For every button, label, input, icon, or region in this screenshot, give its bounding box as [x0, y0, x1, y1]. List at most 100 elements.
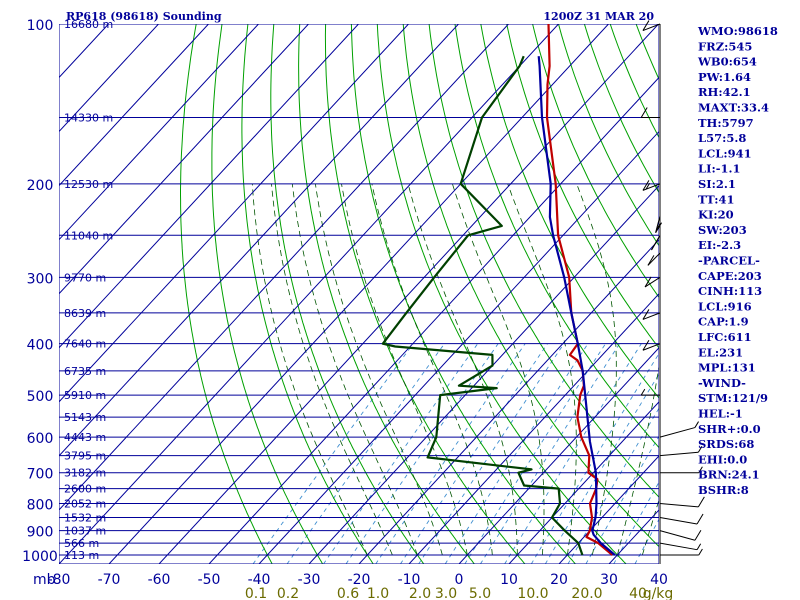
temperature-tick-label: 20	[550, 572, 568, 588]
isotherm-line	[158, 24, 659, 564]
mixing-ratio-label: 5.0	[469, 586, 491, 600]
index-entry: SW:203	[698, 223, 747, 237]
pressure-tick-label: 100	[27, 18, 54, 34]
mixing-ratio-label: 1.0	[367, 586, 389, 600]
index-entry: CAP:1.9	[698, 315, 749, 329]
temperature-tick-label: -70	[98, 572, 121, 588]
pressure-tick-label: 700	[27, 467, 54, 483]
height-label: 1532 m	[64, 511, 106, 524]
height-label: 14330 m	[64, 111, 113, 124]
index-entry: HEL:-1	[698, 407, 743, 421]
wind-barb-flag	[640, 107, 648, 118]
wind-barb-flag	[694, 421, 699, 428]
height-label: 5143 m	[64, 411, 106, 424]
height-label: 566 m	[64, 537, 99, 550]
index-entry: TT:41	[698, 192, 735, 206]
wind-barb	[659, 516, 698, 525]
pressure-tick-label: 900	[27, 525, 54, 541]
wind-barb-flag	[698, 548, 703, 556]
isotherm-line	[558, 455, 659, 564]
wind-barb-flag	[698, 466, 703, 473]
index-entry: BRN:24.1	[698, 468, 760, 482]
axis-labels: 16680 m 14330 m 12530 m 11040 m 9770 m 8639 m…	[22, 18, 673, 600]
height-label: 9770 m	[64, 271, 106, 284]
temperature-tick-label: -20	[348, 572, 371, 588]
isotherm-line	[208, 76, 659, 564]
index-entry: LCL:941	[698, 146, 752, 160]
wind-barb-flag	[697, 496, 705, 508]
height-label: 4443 m	[64, 431, 106, 444]
height-label: 6735 m	[64, 365, 106, 378]
wind-barb-flag	[647, 255, 655, 266]
isotherm-line	[308, 184, 659, 564]
dry-adiabat-line	[532, 24, 659, 299]
temperature-tick-label: 0	[455, 572, 464, 588]
isotherm-line	[59, 24, 459, 457]
mixing-ratio-line	[530, 352, 659, 564]
dry-adiabat-line	[241, 24, 374, 564]
temperature-tick-label: 40	[650, 572, 668, 588]
mixing-ratio-label: 10.0	[517, 586, 548, 600]
index-entry: FRZ:545	[698, 39, 752, 53]
height-label: 113 m	[64, 549, 99, 562]
wind-barb-flag	[651, 239, 658, 251]
dry-adiabat-line	[211, 24, 324, 564]
dewpoint-profile	[381, 55, 584, 556]
wind-barb	[647, 252, 661, 266]
height-label: 3182 m	[64, 467, 106, 480]
wind-barb-flag	[655, 222, 663, 233]
temperature-tick-label: 30	[600, 572, 618, 588]
isotherm-line	[59, 24, 309, 295]
pressure-unit-label: mb	[33, 572, 56, 588]
index-entry: -PARCEL-	[698, 254, 760, 268]
wind-barb-flag	[697, 446, 703, 453]
temperature-tick-label: -80	[48, 572, 71, 588]
pressure-tick-label: 200	[27, 178, 54, 194]
mixing-ratio-line	[504, 343, 642, 564]
temperature-profile	[545, 24, 614, 556]
wind-barb-flag	[644, 276, 652, 288]
moist-adiabat-line	[251, 183, 368, 556]
wind-barb-flag	[696, 543, 702, 550]
chart-title: RP618 (98618) Sounding	[66, 10, 222, 23]
moist-adiabat-line	[507, 183, 577, 556]
wind-barbs	[640, 20, 705, 564]
pressure-tick-label: 1000	[22, 549, 58, 565]
index-entry: RH:42.1	[698, 85, 751, 99]
wind-barb-flag	[696, 513, 704, 525]
moist-adiabat-line	[407, 183, 518, 556]
pressure-tick-label: 300	[27, 271, 54, 287]
index-entry: STM:121/9	[698, 391, 768, 405]
wind-barb	[659, 503, 699, 508]
dry-adiabat-line	[180, 24, 273, 564]
index-entry: L57:5.8	[698, 131, 746, 145]
dry-adiabat-line	[350, 24, 576, 564]
moist-adiabat-line	[291, 183, 418, 556]
mixing-ratio-label: 0.6	[337, 586, 359, 600]
index-entry: -WIND-	[698, 376, 746, 390]
temperature-tick-label: -40	[248, 572, 271, 588]
isotherm-line	[59, 24, 509, 511]
isotherm-line	[59, 24, 409, 403]
index-entry: EI:-2.3	[698, 238, 741, 252]
index-entry: WB0:654	[697, 55, 757, 69]
height-label: 5910 m	[64, 389, 106, 402]
temperature-tick-label: -10	[398, 572, 421, 588]
chart-time: 1200Z 31 MAR 20	[543, 10, 654, 23]
wind-barb	[659, 530, 696, 541]
mixing-ratio-label: 0.1	[245, 586, 267, 600]
height-label: 2600 m	[64, 483, 106, 496]
isotherm-line	[458, 347, 659, 564]
isotherm-line	[59, 24, 259, 241]
mixing-ratio-label: 2.0	[409, 586, 431, 600]
index-entry: EL:231	[698, 345, 743, 359]
mixing-ratio-line	[286, 343, 445, 564]
isotherm-line	[59, 24, 559, 564]
dry-adiabat-line	[454, 24, 659, 449]
wind-barb	[659, 427, 696, 438]
moist-adiabat-line	[642, 498, 659, 556]
index-entry: TH:5797	[698, 116, 754, 130]
index-entry: SRDS:68	[698, 437, 754, 451]
index-entry: MPL:131	[698, 361, 756, 375]
